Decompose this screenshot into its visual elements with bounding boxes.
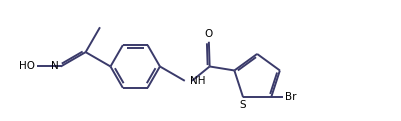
Text: HO: HO bbox=[19, 61, 35, 72]
Text: Br: Br bbox=[284, 92, 296, 102]
Text: NH: NH bbox=[189, 76, 205, 86]
Text: O: O bbox=[204, 29, 213, 39]
Text: N: N bbox=[51, 61, 59, 72]
Text: S: S bbox=[239, 100, 246, 110]
